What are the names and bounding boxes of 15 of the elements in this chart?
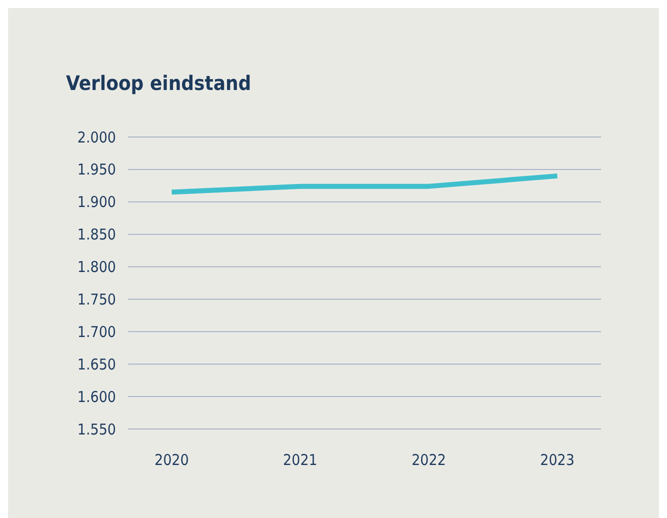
y-tick-label: 1.800 bbox=[77, 258, 116, 276]
x-tick-label: 2022 bbox=[412, 451, 446, 469]
y-tick-label: 1.600 bbox=[77, 388, 116, 406]
y-tick-label: 1.950 bbox=[77, 160, 116, 179]
y-tick-label: 1.900 bbox=[77, 193, 116, 212]
y-tick-label: 1.700 bbox=[77, 322, 116, 341]
y-tick-label: 1.850 bbox=[77, 226, 116, 244]
y-tick-label: 1.750 bbox=[77, 290, 116, 308]
y-tick-label: 1.650 bbox=[77, 355, 116, 374]
x-tick-label: 2021 bbox=[283, 451, 318, 469]
chart-title: Verloop eindstand bbox=[66, 71, 252, 95]
x-tick-label: 2023 bbox=[540, 451, 574, 469]
y-tick-label: 2.000 bbox=[77, 128, 116, 146]
x-tick-label: 2020 bbox=[154, 451, 189, 469]
y-tick-label: 1.550 bbox=[77, 420, 116, 438]
